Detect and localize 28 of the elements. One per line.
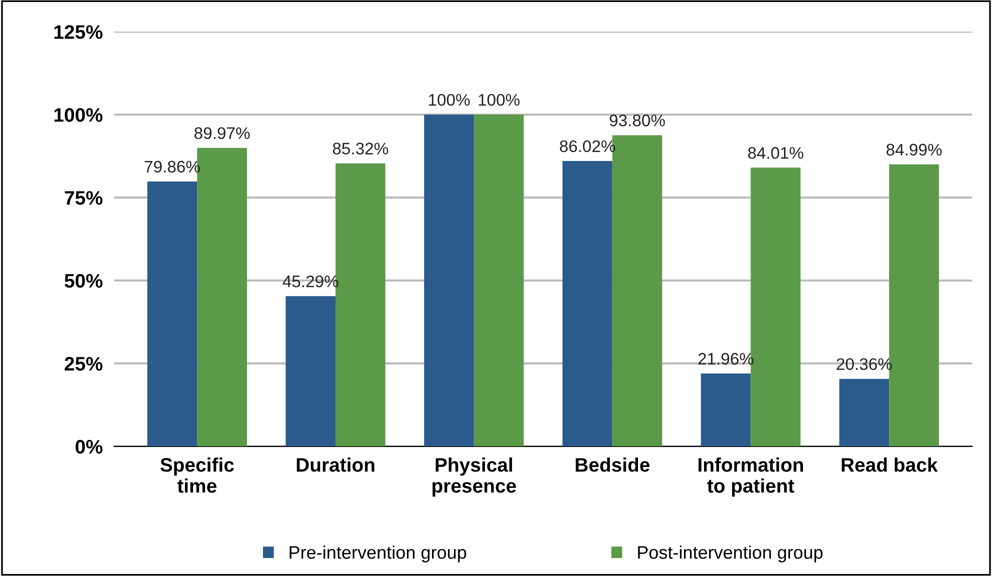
y-tick-label: 100% xyxy=(54,108,102,122)
bar xyxy=(474,114,524,446)
data-label: 93.80% xyxy=(610,114,665,126)
bar xyxy=(286,296,336,446)
y-tick-label: 75% xyxy=(64,191,102,205)
y-tick-label: 25% xyxy=(64,356,102,371)
x-tick-label: Physical presence xyxy=(432,458,516,497)
legend-label: Post-intervention group xyxy=(638,546,823,562)
data-label: 84.99% xyxy=(886,144,942,156)
bar xyxy=(147,181,198,446)
x-tick-label: Duration xyxy=(296,458,374,472)
y-tick-label: 50% xyxy=(64,274,102,288)
x-tick-label: Specific time xyxy=(160,458,234,493)
x-tick-label: Bedside xyxy=(576,458,650,472)
y-tick-label: 125% xyxy=(54,25,102,39)
y-tick-label: 0% xyxy=(76,440,102,454)
data-label: 100% xyxy=(478,94,520,106)
bar xyxy=(700,374,751,446)
legend-label: Pre-intervention group xyxy=(290,546,466,562)
bar xyxy=(424,114,474,446)
bar xyxy=(839,378,890,446)
data-label: 100% xyxy=(428,94,470,106)
x-tick-label: Read back xyxy=(842,458,938,472)
x-tick-label: Information to patient xyxy=(698,458,803,497)
bar xyxy=(562,161,612,446)
data-label: 84.01% xyxy=(748,147,804,159)
data-label: 89.97% xyxy=(194,127,250,140)
data-label: 85.32% xyxy=(332,142,388,154)
